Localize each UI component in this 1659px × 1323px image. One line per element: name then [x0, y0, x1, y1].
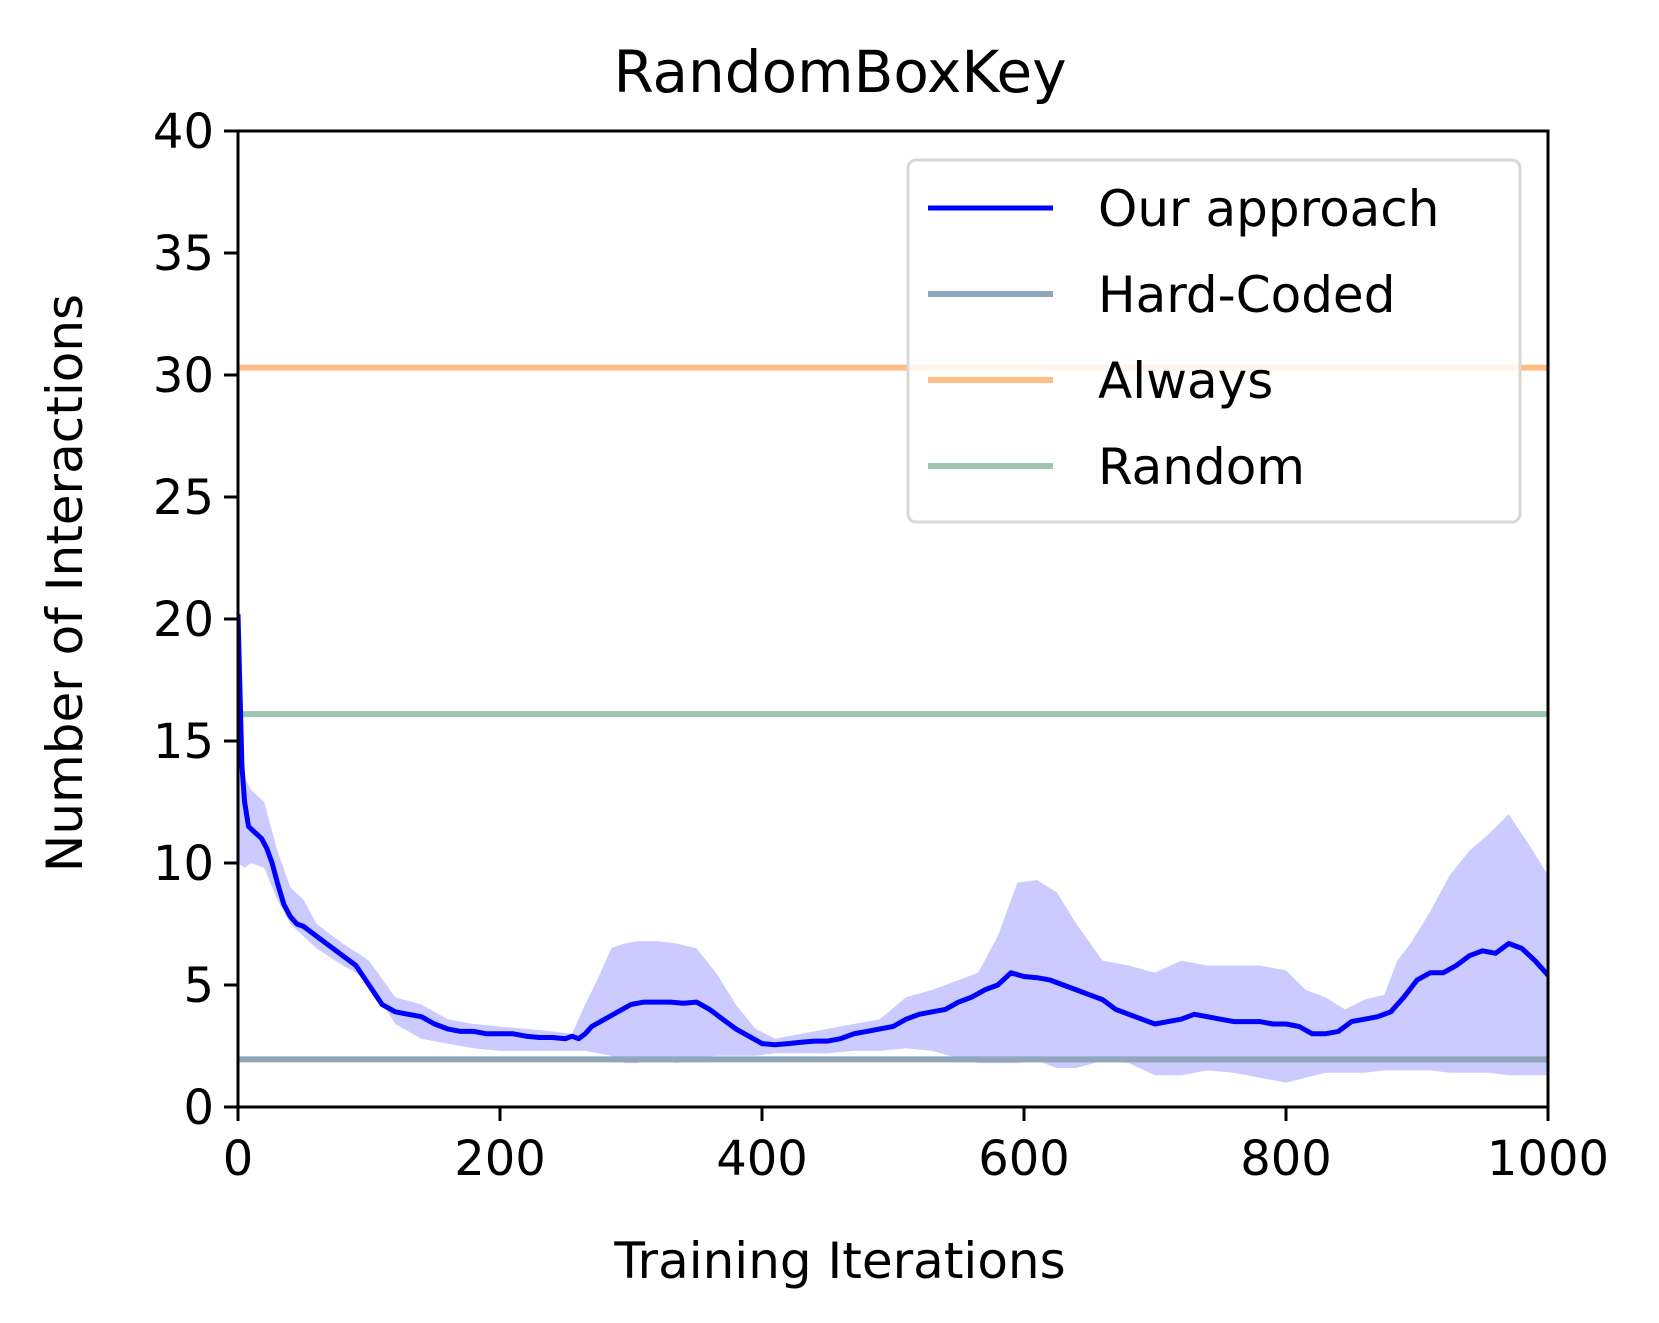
- legend-label: Our approach: [1098, 180, 1439, 238]
- x-tick-label: 200: [454, 1131, 546, 1187]
- y-tick-label: 30: [153, 348, 214, 404]
- y-tick-label: 15: [153, 714, 214, 770]
- x-axis: 0 200 400 600 800 1000: [223, 1107, 1609, 1187]
- y-tick-label: 35: [153, 226, 214, 282]
- legend-label: Hard-Coded: [1098, 266, 1395, 324]
- series-line-our-approach: [238, 614, 1548, 1048]
- x-tick-label: 0: [223, 1131, 254, 1187]
- y-axis-label: Number of Interactions: [36, 294, 94, 872]
- x-tick-label: 800: [1240, 1131, 1332, 1187]
- y-tick-label: 40: [153, 104, 214, 160]
- y-axis: 0 5 10 15 20 25 30 35 40: [153, 104, 238, 1136]
- y-tick-label: 25: [153, 470, 214, 526]
- y-tick-label: 0: [183, 1080, 214, 1136]
- x-tick-label: 600: [978, 1131, 1070, 1187]
- x-axis-label: Training Iterations: [613, 1232, 1065, 1290]
- chart-title: RandomBoxKey: [613, 38, 1066, 106]
- legend-label: Random: [1098, 438, 1305, 496]
- legend-box: [906, 158, 1522, 524]
- legend: Our approach Hard-Coded Always Random: [906, 158, 1522, 524]
- y-tick-label: 10: [153, 836, 214, 892]
- x-tick-label: 1000: [1487, 1131, 1609, 1187]
- y-tick-label: 5: [183, 958, 214, 1014]
- legend-label: Always: [1098, 352, 1273, 410]
- x-tick-label: 400: [716, 1131, 808, 1187]
- y-tick-label: 20: [153, 592, 214, 648]
- series-band-our-approach: [238, 614, 1548, 1083]
